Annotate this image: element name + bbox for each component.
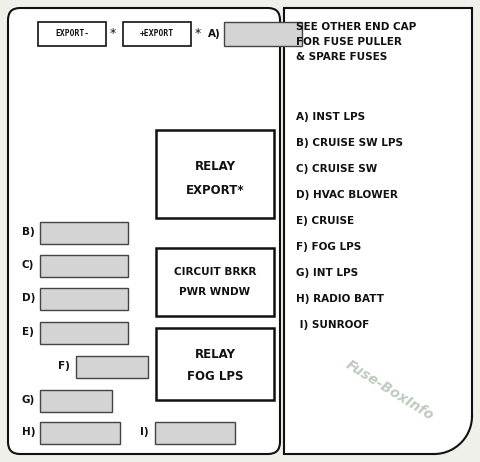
Text: CIRCUIT BRKR: CIRCUIT BRKR: [174, 267, 256, 277]
Bar: [40, 322, 128, 344]
Bar: [40, 222, 128, 244]
Text: C) CRUISE SW: C) CRUISE SW: [296, 164, 377, 174]
Text: F) FOG LPS: F) FOG LPS: [296, 242, 361, 252]
Text: *: *: [195, 28, 201, 41]
Text: EXPORT-: EXPORT-: [55, 30, 89, 38]
Text: E) CRUISE: E) CRUISE: [296, 216, 354, 226]
Text: H): H): [22, 427, 36, 437]
Text: F): F): [58, 361, 70, 371]
Text: D) HVAC BLOWER: D) HVAC BLOWER: [296, 190, 398, 200]
Bar: [156, 328, 274, 400]
Bar: [38, 22, 106, 46]
Bar: [155, 422, 235, 444]
Text: A): A): [208, 29, 221, 39]
Text: RELAY: RELAY: [194, 347, 236, 360]
Text: I): I): [140, 427, 149, 437]
Text: *: *: [110, 28, 116, 41]
Text: EXPORT*: EXPORT*: [186, 183, 244, 196]
Text: RELAY: RELAY: [194, 159, 236, 172]
Bar: [156, 248, 274, 316]
Bar: [40, 255, 128, 277]
Bar: [40, 390, 112, 412]
Text: D): D): [22, 293, 36, 303]
Text: B): B): [22, 227, 35, 237]
Polygon shape: [284, 8, 472, 454]
Text: E): E): [22, 327, 34, 337]
Bar: [40, 422, 120, 444]
Bar: [40, 288, 128, 310]
Text: Fuse-BoxInfo: Fuse-BoxInfo: [344, 357, 436, 423]
Text: B) CRUISE SW LPS: B) CRUISE SW LPS: [296, 138, 403, 148]
Text: SEE OTHER END CAP
FOR FUSE PULLER
& SPARE FUSES: SEE OTHER END CAP FOR FUSE PULLER & SPAR…: [296, 22, 416, 61]
Text: FOG LPS: FOG LPS: [187, 370, 243, 383]
Bar: [156, 130, 274, 218]
Text: C): C): [22, 260, 35, 270]
Text: G): G): [22, 395, 35, 405]
FancyBboxPatch shape: [8, 8, 280, 454]
Bar: [123, 22, 191, 46]
Text: PWR WNDW: PWR WNDW: [180, 287, 251, 297]
Text: +EXPORT: +EXPORT: [140, 30, 174, 38]
Text: A) INST LPS: A) INST LPS: [296, 112, 365, 122]
Bar: [224, 22, 302, 46]
Text: H) RADIO BATT: H) RADIO BATT: [296, 294, 384, 304]
Bar: [76, 356, 148, 378]
Text: I) SUNROOF: I) SUNROOF: [296, 320, 369, 330]
Text: G) INT LPS: G) INT LPS: [296, 268, 358, 278]
